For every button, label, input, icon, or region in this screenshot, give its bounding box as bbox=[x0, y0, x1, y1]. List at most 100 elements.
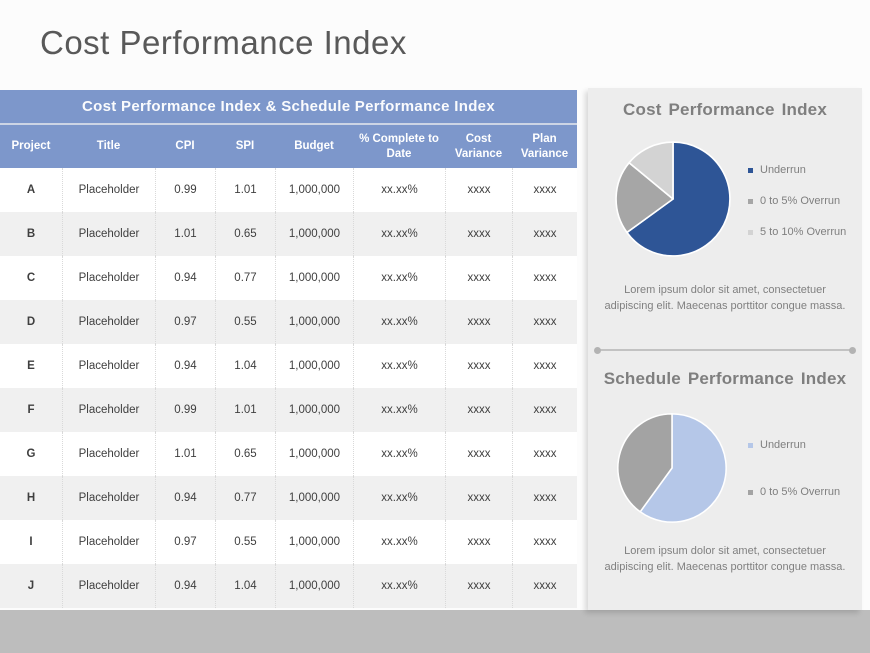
column-header: Title bbox=[96, 140, 121, 153]
table-cell: xxxx bbox=[445, 212, 512, 256]
legend-item: 5 to 10% Overrun bbox=[748, 225, 846, 239]
legend-label: 5 to 10% Overrun bbox=[760, 226, 847, 238]
table-cell: J bbox=[27, 580, 35, 592]
column-header: Cost Variance bbox=[454, 133, 503, 160]
table-cell: 0.94 bbox=[155, 476, 215, 520]
table-row: C Placeholder 0.94 0.77 1,000,000 xx.xx% xxxx x… bbox=[0, 256, 577, 300]
spi-pie-chart bbox=[617, 413, 727, 523]
bottom-band bbox=[0, 610, 870, 653]
column-header: Budget bbox=[294, 140, 334, 153]
table-row: D Placeholder 0.97 0.55 1,000,000 xx.xx% xxxx x… bbox=[0, 300, 577, 344]
spi-legend: Underrun 0 to 5% Overrun bbox=[748, 438, 840, 532]
legend-bullet bbox=[748, 489, 753, 495]
table-cell: xxxx bbox=[512, 564, 577, 608]
spi-chart-title: Schedule Performance Index bbox=[603, 369, 847, 388]
cpi-chart-title: Cost Performance Index bbox=[623, 100, 827, 119]
table-cell: xxxx bbox=[445, 476, 512, 520]
legend-bullet bbox=[748, 167, 753, 173]
table-cell: Placeholder bbox=[62, 520, 155, 564]
table-row: I Placeholder 0.97 0.55 1,000,000 xx.xx% xxxx x… bbox=[0, 520, 577, 564]
table-cell: Placeholder bbox=[62, 168, 155, 212]
table-cell: xx.xx% bbox=[353, 344, 445, 388]
table-cell: xxxx bbox=[445, 388, 512, 432]
table-cell: 1,000,000 bbox=[275, 388, 353, 432]
table-cell: 0.97 bbox=[155, 300, 215, 344]
column-header: SPI bbox=[235, 140, 255, 153]
table-cell: Placeholder bbox=[62, 388, 155, 432]
table-cell: F bbox=[27, 404, 35, 416]
legend-label: 0 to 5% Overrun bbox=[760, 486, 841, 498]
table-cell: 0.65 bbox=[215, 212, 275, 256]
pie-slice bbox=[639, 413, 727, 523]
table-cell: xx.xx% bbox=[353, 212, 445, 256]
table-cell: xx.xx% bbox=[353, 476, 445, 520]
legend-item: Underrun bbox=[748, 438, 840, 452]
table-cell: 1,000,000 bbox=[275, 476, 353, 520]
table-cell: xx.xx% bbox=[353, 256, 445, 300]
table-cell: E bbox=[27, 360, 35, 372]
table-cell: 1,000,000 bbox=[275, 256, 353, 300]
legend-label: Underrun bbox=[760, 164, 806, 176]
table-cell: Placeholder bbox=[62, 344, 155, 388]
table-cell: xxxx bbox=[512, 212, 577, 256]
table-cell: 0.55 bbox=[215, 300, 275, 344]
performance-table: Cost Performance Index & Schedule Perfor… bbox=[0, 90, 577, 608]
table-cell: B bbox=[26, 228, 36, 240]
table-row: F Placeholder 0.99 1.01 1,000,000 xx.xx% xxxx x… bbox=[0, 388, 577, 432]
legend-label: Underrun bbox=[760, 439, 806, 451]
table-cell: xxxx bbox=[512, 300, 577, 344]
right-panel: Cost Performance Index Underrun 0 to 5% O… bbox=[588, 88, 862, 610]
pie-slice bbox=[628, 141, 674, 200]
table-cell: 1,000,000 bbox=[275, 564, 353, 608]
column-header: CPI bbox=[175, 140, 195, 153]
table-cell: 1,000,000 bbox=[275, 168, 353, 212]
table-header-row: Project Title CPI SPI Budget % Complete to Da… bbox=[0, 125, 577, 168]
pie-slice bbox=[617, 413, 673, 513]
table-cell: G bbox=[26, 448, 36, 460]
legend-bullet bbox=[748, 442, 753, 448]
table-cell: xx.xx% bbox=[353, 520, 445, 564]
table-cell: 1.01 bbox=[155, 212, 215, 256]
table-cell: xx.xx% bbox=[353, 564, 445, 608]
table-cell: xxxx bbox=[512, 432, 577, 476]
spi-description: Lorem ipsum dolor sit amet, consectetuer… bbox=[604, 545, 846, 573]
table-cell: Placeholder bbox=[62, 564, 155, 608]
table-cell: xxxx bbox=[512, 388, 577, 432]
table-cell: xxxx bbox=[445, 300, 512, 344]
table-cell: xxxx bbox=[445, 432, 512, 476]
table-cell: 0.97 bbox=[155, 520, 215, 564]
table-cell: I bbox=[29, 536, 33, 548]
table-cell: A bbox=[26, 184, 36, 196]
cpi-legend: Underrun 0 to 5% Overrun 5 to 10% Overrun bbox=[748, 163, 846, 256]
table-cell: 0.55 bbox=[215, 520, 275, 564]
table-cell: 0.94 bbox=[155, 564, 215, 608]
legend-item: Underrun bbox=[748, 163, 846, 177]
table-cell: xx.xx% bbox=[353, 432, 445, 476]
legend-label: 0 to 5% Overrun bbox=[760, 195, 841, 207]
table-row: A Placeholder 0.99 1.01 1,000,000 xx.xx% xxxx x… bbox=[0, 168, 577, 212]
legend-item: 0 to 5% Overrun bbox=[748, 485, 840, 499]
legend-bullet bbox=[748, 229, 753, 235]
table-row: H Placeholder 0.94 0.77 1,000,000 xx.xx% xxxx x… bbox=[0, 476, 577, 520]
section-divider bbox=[594, 346, 856, 354]
table-cell: xxxx bbox=[512, 476, 577, 520]
table-cell: Placeholder bbox=[62, 300, 155, 344]
table-cell: 1,000,000 bbox=[275, 520, 353, 564]
column-header: Plan Variance bbox=[520, 133, 569, 160]
table-row: G Placeholder 1.01 0.65 1,000,000 xx.xx% xxxx x… bbox=[0, 432, 577, 476]
page-title: Cost Performance Index bbox=[40, 24, 407, 61]
table-cell: Placeholder bbox=[62, 476, 155, 520]
legend-bullet bbox=[748, 198, 753, 204]
table-cell: 1.04 bbox=[215, 344, 275, 388]
table-cell: 0.77 bbox=[215, 476, 275, 520]
table-cell: xx.xx% bbox=[353, 168, 445, 212]
table-cell: 0.77 bbox=[215, 256, 275, 300]
column-header: % Complete to Date bbox=[359, 133, 439, 160]
table-cell: 0.65 bbox=[215, 432, 275, 476]
table-cell: xxxx bbox=[445, 168, 512, 212]
pie-slice bbox=[626, 141, 731, 257]
table-cell: H bbox=[26, 492, 36, 504]
table-cell: 1,000,000 bbox=[275, 432, 353, 476]
table-cell: xxxx bbox=[512, 344, 577, 388]
cpi-pie-chart bbox=[615, 141, 731, 257]
